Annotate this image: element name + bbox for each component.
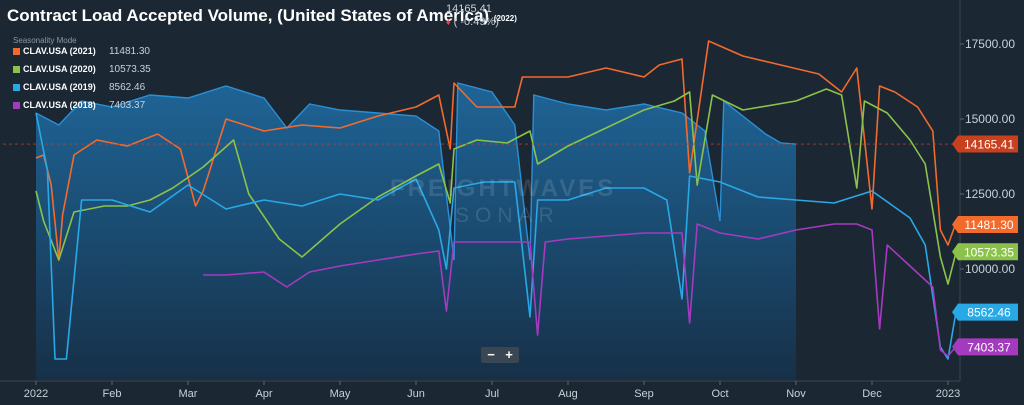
y-tick-label: 17500.00 [965,37,1015,51]
legend-name-2021: CLAV.USA (2021) [23,46,96,56]
x-tick-label: Mar [179,388,198,400]
change-value: ( -0.49%) [453,16,499,28]
series-tag-2020: 10573.35 [964,245,1014,259]
y-tick-label: 15000.00 [965,112,1015,126]
area-2022 [36,83,796,380]
x-tick-label: May [330,388,351,400]
legend-value-2020: 10573.35 [109,64,151,75]
change-readout: ♦ ( -0.49%) [446,16,499,28]
x-tick-label: 2023 [936,388,960,400]
current-value-tag: 14165.41 [964,138,1014,152]
x-tick-label: Feb [103,388,122,400]
series-tag-2019: 8562.46 [967,306,1011,320]
legend-name-2018: CLAV.USA (2018) [23,100,96,110]
chart-title-year: (2022) [493,14,517,23]
legend-name-2020: CLAV.USA (2020) [23,64,96,74]
series-tag-2020-bg [952,243,1018,261]
y-tick-label: 10000.00 [965,262,1015,276]
y-tick-label: 12500.00 [965,187,1015,201]
x-tick-label: Apr [255,388,272,400]
legend-item-2020[interactable]: CLAV.USA (2020) 10573.35 [13,64,151,75]
current-value: 14165.41 [446,3,492,15]
legend-swatch-2021 [13,48,20,56]
legend-swatch-2020 [13,66,20,74]
legend-item-2019[interactable]: CLAV.USA (2019) 8562.46 [13,82,145,93]
series-tag-2018: 7403.37 [967,340,1011,354]
x-tick-label: Aug [558,388,578,400]
area-2022-line [35,82,797,261]
zoom-out-button[interactable]: − [487,347,495,362]
series-tag-2021: 11481.30 [964,218,1013,232]
legend-swatch-2018 [13,102,20,110]
legend-value-2018: 7403.37 [109,100,146,111]
zoom-in-button[interactable]: + [505,347,513,362]
series-tag-2019-bg [952,303,1018,321]
x-tick-label: Nov [786,388,806,400]
watermark-freightwaves: FREIGHTWAVES [390,175,617,202]
series-line-2021 [35,40,957,261]
current-value-tag-bg [952,135,1018,153]
legend-item-2021[interactable]: CLAV.USA (2021) 11481.30 [13,46,150,57]
legend-swatch-2019 [13,84,20,92]
legend-item-2018[interactable]: CLAV.USA (2018) 7403.37 [13,100,145,111]
series-line-2020 [35,88,957,285]
x-tick-label: Oct [711,388,728,400]
x-tick-label: 2022 [24,388,48,400]
legend-value-2021: 11481.30 [109,46,150,57]
series-tag-2021-bg [952,216,1018,234]
legend-name-2019: CLAV.USA (2019) [23,82,96,92]
x-tick-label: Jun [407,388,425,400]
legend-value-2019: 8562.46 [109,82,146,93]
watermark-sonar: SONAR [455,204,560,227]
x-tick-label: Sep [634,388,654,400]
series-tag-2018-bg [952,338,1018,356]
change-dot-icon: ♦ [446,17,451,27]
x-tick-label: Dec [862,388,882,400]
seasonality-mode-label: Seasonality Mode [13,36,77,45]
chart-title-text: Contract Load Accepted Volume, (United S… [7,6,490,25]
series-line-2019 [35,112,957,360]
chart-title: Contract Load Accepted Volume, (United S… [7,6,517,26]
x-tick-label: Jul [485,388,499,400]
series-line-2018 [203,223,957,357]
zoom-controls: − + [481,347,519,363]
